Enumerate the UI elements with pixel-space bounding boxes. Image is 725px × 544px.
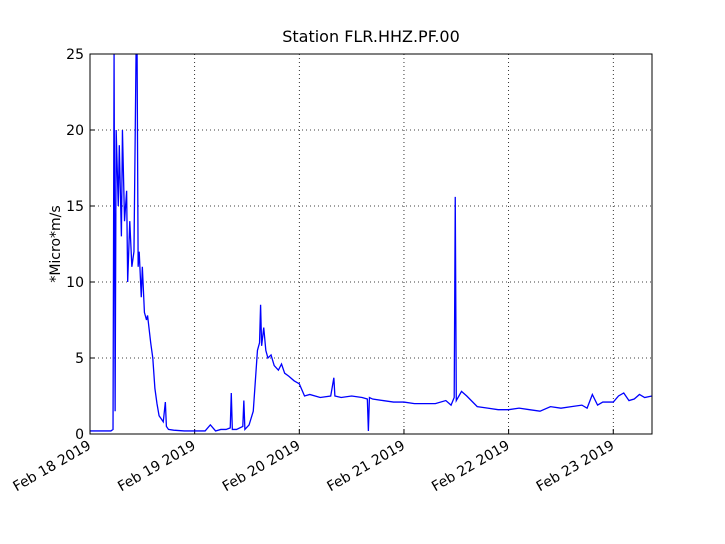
plot-area <box>90 54 652 432</box>
y-axis-label: *Micro*m/s <box>48 205 64 282</box>
y-tick-label: 0 <box>75 427 84 443</box>
data-line <box>90 54 652 432</box>
chart-title: Station FLR.HHZ.PF.00 <box>282 27 460 46</box>
y-tick-label: 25 <box>66 47 84 63</box>
y-tick-label: 10 <box>66 275 84 291</box>
y-tick-label: 20 <box>66 123 84 139</box>
plot-frame <box>89 53 653 435</box>
y-tick-label: 15 <box>66 199 84 215</box>
y-tick-label: 5 <box>75 351 84 367</box>
